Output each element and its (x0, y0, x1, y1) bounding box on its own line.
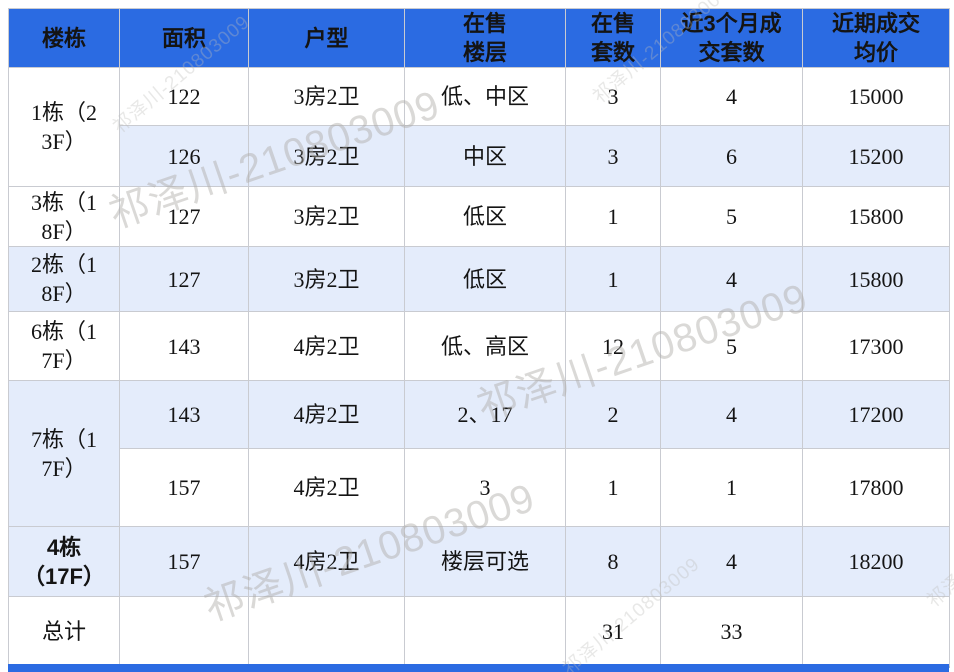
cell-on-sale: 1 (565, 246, 661, 313)
cell-sold-3m: 4 (660, 380, 803, 450)
total-row: 总计 31 33 (8, 596, 950, 668)
table-row: 7栋（1 7F） 143 4房2卫 2、17 2 4 17200 (8, 380, 950, 528)
cell-sold-3m: 6 (660, 125, 803, 188)
cell-layout: 3房2卫 (248, 186, 405, 248)
cell-layout: 4房2卫 (248, 448, 405, 528)
cell-avg-price: 17800 (802, 448, 950, 528)
cell-avg-price: 17300 (802, 311, 950, 382)
cell-floors: 低区 (404, 186, 566, 248)
cell-layout: 4房2卫 (248, 380, 405, 450)
cell-layout: 3房2卫 (248, 246, 405, 313)
cell-sold-3m-total: 33 (660, 596, 803, 668)
header-row: 楼栋 面积 户型 在售 楼层 在售 套数 近3个月成 交套数 近期成交 均价 (8, 7, 950, 69)
cell-layout: 3房2卫 (248, 67, 405, 127)
table-row: 2栋（1 8F） 127 3房2卫 低区 1 4 15800 (8, 246, 950, 313)
cell-area: 157 (119, 526, 249, 598)
cell-layout: 4房2卫 (248, 311, 405, 382)
cell-building-total: 总计 (8, 596, 120, 668)
cell-floors: 中区 (404, 125, 566, 188)
cell-floors: 低、中区 (404, 67, 566, 127)
cell-avg-price: 18200 (802, 526, 950, 598)
cell-area: 143 (119, 311, 249, 382)
cell-building: 1栋（2 3F） (8, 67, 120, 188)
table-row: 4栋 （17F） 157 4房2卫 楼层可选 8 4 18200 (8, 526, 950, 598)
column-header-building: 楼栋 (8, 7, 120, 69)
column-header-layout: 户型 (248, 7, 405, 69)
cell-area: 127 (119, 246, 249, 313)
cell-avg-price: 15800 (802, 246, 950, 313)
column-header-units-on-sale: 在售 套数 (565, 7, 661, 69)
cell-sold-3m: 4 (660, 526, 803, 598)
cell-sold-3m: 5 (660, 311, 803, 382)
cell-building: 7栋（1 7F） (8, 380, 120, 528)
cell-avg-price: 17200 (802, 380, 950, 450)
cell-avg-price: 15800 (802, 186, 950, 248)
cell-floors: 2、17 (404, 380, 566, 450)
cell-area: 157 (119, 448, 249, 528)
cell-avg-price: 15200 (802, 125, 950, 188)
cell-on-sale: 8 (565, 526, 661, 598)
cell-area: 143 (119, 380, 249, 450)
table-row: 157 4房2卫 3 1 1 17800 (9, 448, 950, 528)
cell-on-sale-total: 31 (565, 596, 661, 668)
table-row: 3栋（1 8F） 127 3房2卫 低区 1 5 15800 (8, 186, 950, 248)
cell-on-sale: 12 (565, 311, 661, 382)
cell-avg-price (802, 596, 950, 668)
cell-on-sale: 2 (565, 380, 661, 450)
cell-avg-price: 15000 (802, 67, 950, 127)
cell-on-sale: 1 (565, 186, 661, 248)
cell-layout (248, 596, 405, 668)
cell-building: 2栋（1 8F） (8, 246, 120, 313)
cell-layout: 4房2卫 (248, 526, 405, 598)
cell-layout: 3房2卫 (248, 125, 405, 188)
table-row: 1栋（2 3F） 122 3房2卫 低、中区 3 4 15000 (8, 67, 950, 188)
table-row: 6栋（1 7F） 143 4房2卫 低、高区 12 5 17300 (8, 311, 950, 382)
cell-sold-3m: 1 (660, 448, 803, 528)
cell-floors: 楼层可选 (404, 526, 566, 598)
cell-floors: 低区 (404, 246, 566, 313)
cell-floors (404, 596, 566, 668)
column-header-avg-price: 近期成交 均价 (802, 7, 950, 69)
cell-on-sale: 3 (565, 125, 661, 188)
cell-building: 4栋 （17F） (8, 526, 120, 598)
column-header-area: 面积 (119, 7, 249, 69)
cell-area: 127 (119, 186, 249, 248)
cell-area: 122 (119, 67, 249, 127)
cell-area (119, 596, 249, 668)
column-header-floors-on-sale: 在售 楼层 (404, 7, 566, 69)
cropped-next-header-strip (8, 664, 949, 672)
table-row: 126 3房2卫 中区 3 6 15200 (9, 125, 950, 188)
listings-table: 楼栋 面积 户型 在售 楼层 在售 套数 近3个月成 交套数 近期成交 均价 1… (8, 7, 950, 668)
cell-floors: 低、高区 (404, 311, 566, 382)
cell-sold-3m: 4 (660, 67, 803, 127)
column-header-units-sold-3m: 近3个月成 交套数 (660, 7, 803, 69)
cell-building: 3栋（1 8F） (8, 186, 120, 248)
cell-on-sale: 3 (565, 67, 661, 127)
cell-building: 6栋（1 7F） (8, 311, 120, 382)
cell-sold-3m: 5 (660, 186, 803, 248)
cell-on-sale: 1 (565, 448, 661, 528)
cell-area: 126 (119, 125, 249, 188)
cell-sold-3m: 4 (660, 246, 803, 313)
cell-floors: 3 (404, 448, 566, 528)
